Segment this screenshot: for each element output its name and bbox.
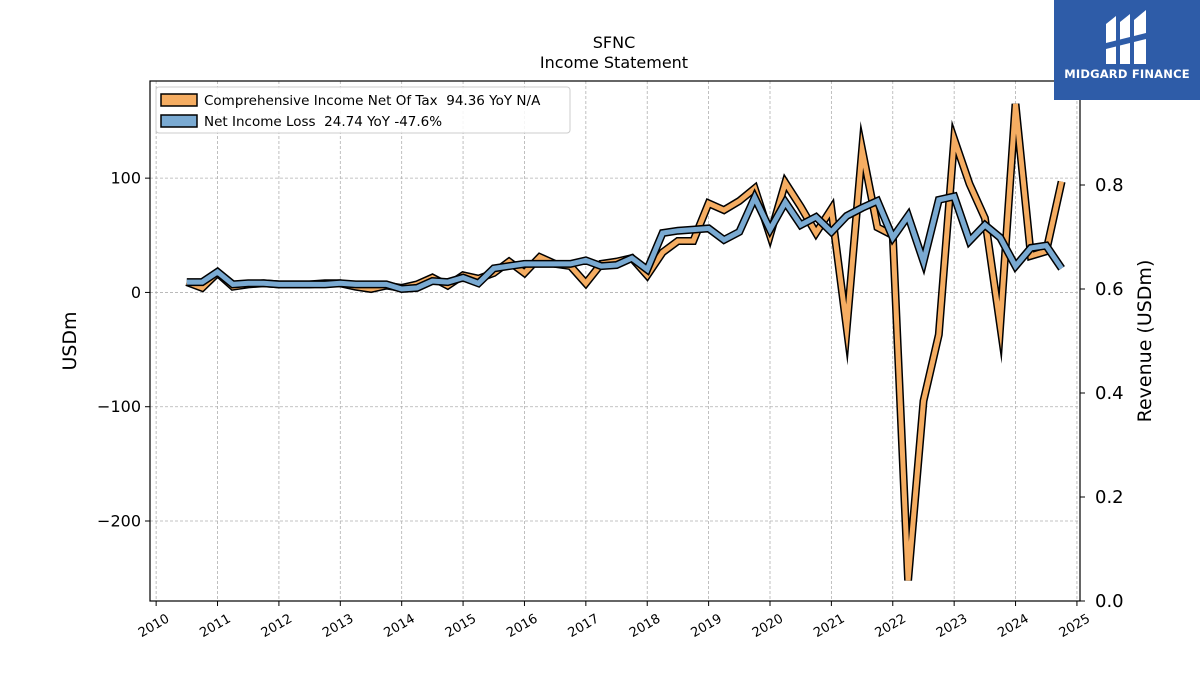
legend-swatch-net-income [160,114,198,128]
right-axis: 0.0 0.2 0.4 0.6 0.8 [1080,175,1124,612]
legend: Comprehensive Income Net Of Tax 94.36 Yo… [155,86,571,134]
y-right-tick-label: 0.8 [1095,175,1124,196]
x-tick-label: 2024 [995,611,1031,641]
x-tick-label: 2017 [566,611,602,641]
y-axis-right-label: Revenue (USDm) [1134,260,1156,423]
x-tick-label: 2010 [136,611,172,641]
y-right-tick-label: 0.0 [1095,591,1124,612]
left-axis: 100 0 −100 −200 [97,169,150,531]
brand-name: MIDGARD FINANCE [1064,67,1190,81]
x-tick-label: 2014 [382,611,418,641]
x-tick-label: 2018 [627,611,663,641]
chart-subtitle: Income Statement [540,53,688,72]
legend-box [155,86,571,134]
x-tick-label: 2023 [934,611,970,641]
series-comprehensive-income-line [185,103,1065,581]
x-tick-label: 2015 [443,611,479,641]
x-axis: 2010 2011 2012 2013 2014 2015 2016 2017 2018 2019… [136,601,1093,641]
y-right-tick-label: 0.4 [1095,383,1124,404]
x-tick-label: 2019 [688,611,724,641]
y-tick-label: 100 [110,169,141,188]
chart-title: SFNC [593,33,636,52]
x-tick-label: 2020 [750,611,786,641]
legend-swatch-comprehensive-income [160,93,198,107]
y-tick-label: 0 [131,283,141,302]
x-tick-label: 2012 [259,611,295,641]
x-tick-label: 2011 [197,611,233,641]
x-tick-label: 2022 [873,611,909,641]
y-axis-label: USDm [59,311,81,370]
legend-label-net-income: Net Income Loss 24.74 YoY -47.6% [204,114,442,130]
x-tick-label: 2016 [504,611,540,641]
legend-label-comprehensive-income: Comprehensive Income Net Of Tax 94.36 Yo… [204,93,541,109]
y-tick-label: −100 [97,397,141,416]
brand-logo: MIDGARD FINANCE [1054,0,1200,100]
series-lines [185,103,1066,581]
plot-frame [149,80,1081,602]
y-right-tick-label: 0.2 [1095,487,1124,508]
x-tick-label: 2021 [811,611,847,641]
midgard-logo-icon [1102,10,1150,64]
y-right-tick-label: 0.6 [1095,279,1124,300]
x-tick-label: 2013 [320,611,356,641]
series-comprehensive-income-outline [185,103,1066,581]
series-net-income-line [186,191,1064,292]
x-tick-label: 2025 [1057,611,1093,641]
y-tick-label: −200 [97,512,141,531]
